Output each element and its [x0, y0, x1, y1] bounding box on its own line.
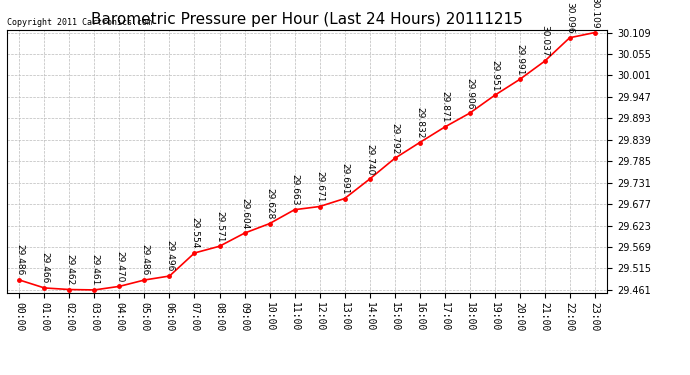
Text: 30.096: 30.096 — [565, 2, 574, 34]
Title: Barometric Pressure per Hour (Last 24 Hours) 20111215: Barometric Pressure per Hour (Last 24 Ho… — [91, 12, 523, 27]
Text: 29.496: 29.496 — [165, 240, 174, 272]
Text: 29.571: 29.571 — [215, 211, 224, 242]
Text: 29.663: 29.663 — [290, 174, 299, 206]
Text: 30.037: 30.037 — [540, 26, 549, 57]
Text: 29.604: 29.604 — [240, 198, 249, 229]
Text: 29.461: 29.461 — [90, 254, 99, 286]
Text: 29.991: 29.991 — [515, 44, 524, 75]
Text: 29.792: 29.792 — [390, 123, 399, 154]
Text: 29.871: 29.871 — [440, 92, 449, 123]
Text: 29.554: 29.554 — [190, 217, 199, 249]
Text: 29.951: 29.951 — [490, 60, 499, 91]
Text: 29.691: 29.691 — [340, 163, 349, 194]
Text: 29.906: 29.906 — [465, 78, 474, 109]
Text: 29.470: 29.470 — [115, 251, 124, 282]
Text: 29.628: 29.628 — [265, 188, 274, 219]
Text: 29.466: 29.466 — [40, 252, 49, 284]
Text: Copyright 2011 Cartronics.com: Copyright 2011 Cartronics.com — [7, 18, 152, 27]
Text: 29.671: 29.671 — [315, 171, 324, 202]
Text: 29.486: 29.486 — [140, 244, 149, 276]
Text: 29.832: 29.832 — [415, 107, 424, 138]
Text: 30.109: 30.109 — [590, 0, 599, 28]
Text: 29.740: 29.740 — [365, 144, 374, 175]
Text: 29.462: 29.462 — [65, 254, 74, 285]
Text: 29.486: 29.486 — [15, 244, 24, 276]
